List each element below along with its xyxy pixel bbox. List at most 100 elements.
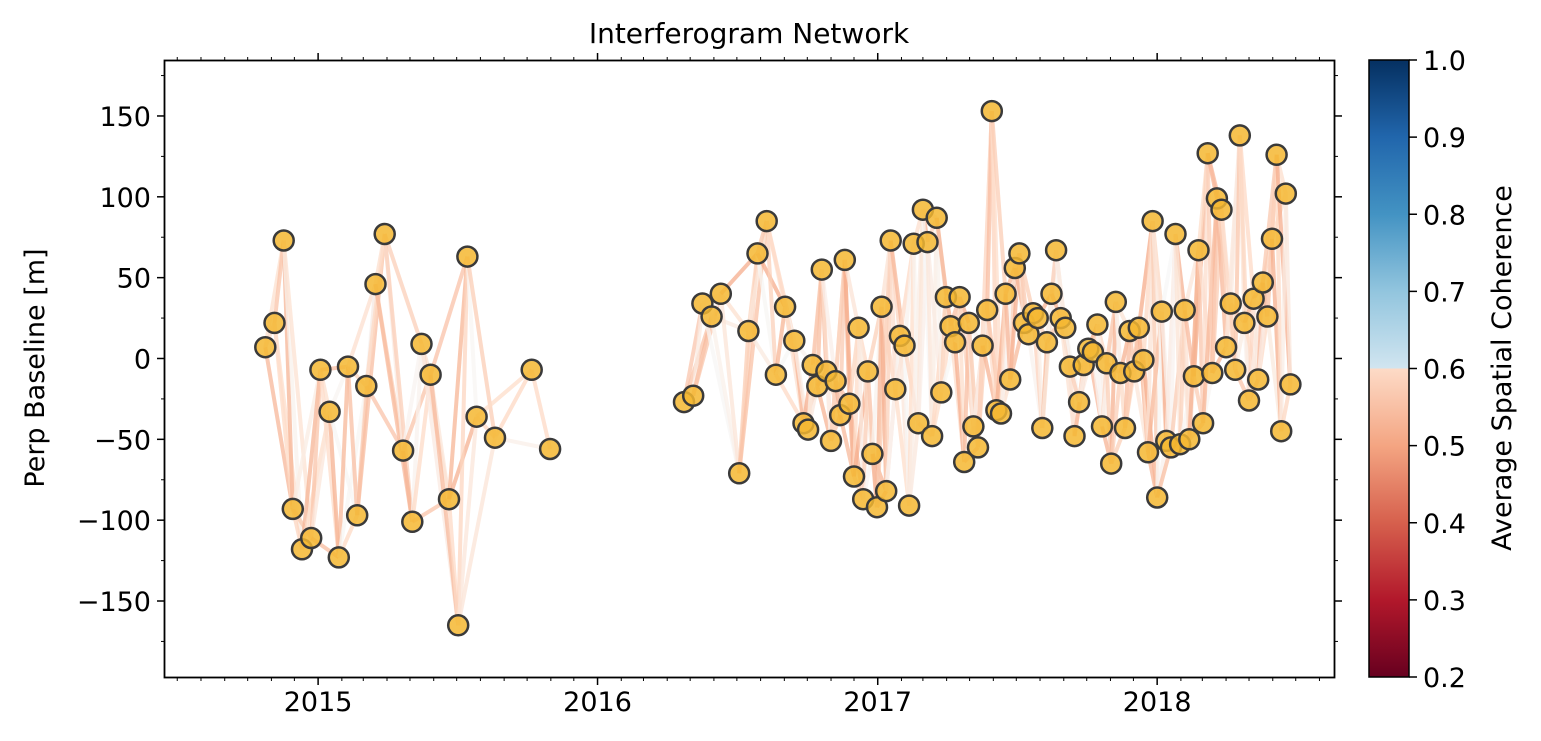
y-axis-ticks: 150 100 50 0 −50 −100 −150	[77, 75, 1342, 642]
acquisition-point	[1233, 311, 1256, 335]
acquisition-point	[1228, 124, 1252, 147]
acquisition-point	[336, 355, 360, 378]
x-tick-label: 2017	[843, 687, 912, 718]
acquisition-point	[773, 295, 797, 319]
acquisition-point	[345, 504, 369, 527]
acquisition-point	[925, 206, 948, 230]
chart-title: Interferogram Network	[589, 17, 910, 50]
acquisition-point	[1274, 182, 1298, 205]
acquisition-point	[1054, 316, 1077, 340]
x-tick-label: 2015	[284, 687, 353, 718]
acquisition-point	[364, 272, 387, 296]
interferogram-pair-line	[447, 256, 470, 500]
interferogram-pair-line	[336, 366, 350, 558]
acquisition-point	[824, 369, 847, 393]
acquisition-point	[943, 331, 967, 354]
acquisition-point	[957, 311, 981, 335]
acquisition-point	[783, 329, 806, 352]
acquisition-point	[1279, 373, 1302, 396]
colorbar-tick-label: 0.7	[1423, 277, 1466, 308]
x-axis-ticks: 2015 2016 2017 2018	[176, 53, 1320, 718]
acquisition-point	[737, 319, 760, 343]
acquisition-point	[465, 405, 488, 428]
acquisition-point	[419, 363, 442, 386]
acquisition-point	[833, 248, 857, 272]
interferogram-pair-line	[1109, 372, 1123, 464]
acquisition-point	[1265, 143, 1288, 167]
interferogram-pair-line	[746, 220, 769, 332]
y-tick-label: −150	[77, 587, 151, 618]
acquisition-point	[1150, 300, 1174, 323]
acquisition-point	[897, 494, 921, 517]
acquisition-point	[681, 384, 705, 407]
interferogram-pair-line	[764, 220, 778, 375]
acquisition-point	[1210, 198, 1233, 221]
acquisition-point	[1214, 335, 1238, 359]
acquisition-point	[893, 334, 916, 357]
interferogram-pair-line	[456, 437, 497, 626]
acquisition-point	[962, 415, 985, 438]
acquisition-point	[1031, 416, 1054, 440]
acquisition-point	[327, 546, 351, 569]
acquisition-point	[952, 450, 976, 474]
interferogram-pair-line	[382, 233, 424, 345]
y-tick-label: −50	[94, 425, 151, 456]
acquisition-point	[994, 282, 1017, 306]
acquisition-point	[410, 332, 433, 356]
acquisition-point	[989, 402, 1013, 425]
acquisition-point	[1090, 415, 1114, 438]
interferogram-pair-line	[346, 366, 360, 516]
acquisition-point	[1178, 428, 1201, 451]
y-axis-label: Perp Baseline [m]	[20, 248, 51, 487]
acquisition-point	[483, 426, 507, 449]
acquisition-point	[870, 295, 893, 319]
acquisition-point	[856, 360, 880, 383]
acquisition-point	[1260, 227, 1284, 251]
acquisition-point	[299, 526, 323, 550]
interferogram-pair-line	[842, 259, 861, 329]
y-tick-label: 0	[134, 344, 151, 375]
interferogram-pair-line	[401, 450, 415, 523]
acquisition-point	[1219, 292, 1242, 315]
interferogram-pair-line	[773, 306, 788, 375]
acquisition-point	[1136, 441, 1160, 464]
acquisition-point	[819, 429, 843, 453]
y-tick-label: 50	[117, 264, 151, 295]
acquisition-point	[879, 229, 902, 252]
acquisition-point	[1113, 416, 1137, 440]
acquisition-point	[318, 400, 341, 424]
acquisition-point	[1187, 238, 1210, 262]
interferogram-pair-line	[447, 499, 461, 626]
acquisition-point	[1086, 313, 1109, 336]
acquisition-point	[437, 487, 461, 511]
acquisition-point	[1223, 358, 1247, 382]
acquisition-point	[446, 614, 470, 637]
interferogram-pair-line	[1237, 135, 1256, 299]
interferogram-pair-line	[290, 369, 323, 510]
acquisition-point	[281, 497, 305, 521]
interferogram-pair-line	[309, 369, 323, 539]
acquisition-point	[373, 222, 396, 246]
interferogram-pair-line	[989, 110, 1008, 294]
x-tick-label: 2018	[1123, 687, 1192, 718]
acquisition-point	[1008, 242, 1031, 265]
acquisition-point	[746, 242, 769, 265]
acquisition-point	[309, 358, 332, 382]
colorbar-tick-label: 0.5	[1423, 432, 1466, 463]
acquisition-point	[538, 437, 562, 461]
acquisition-point	[1182, 365, 1206, 388]
interferogram-pair-line	[327, 411, 341, 558]
acquisition-point	[861, 442, 884, 466]
acquisition-point	[998, 368, 1022, 391]
acquisition-point	[1132, 348, 1155, 372]
acquisition-point	[520, 358, 543, 382]
acquisition-point	[948, 285, 971, 309]
colorbar-tick-label: 1.0	[1423, 46, 1466, 77]
interferogram-pair-line	[456, 256, 470, 626]
acquisition-point	[1196, 141, 1219, 165]
acquisition-point	[1251, 271, 1275, 294]
plot-frame	[163, 59, 1336, 679]
acquisition-point	[847, 316, 870, 340]
acquisition-point	[975, 298, 999, 322]
